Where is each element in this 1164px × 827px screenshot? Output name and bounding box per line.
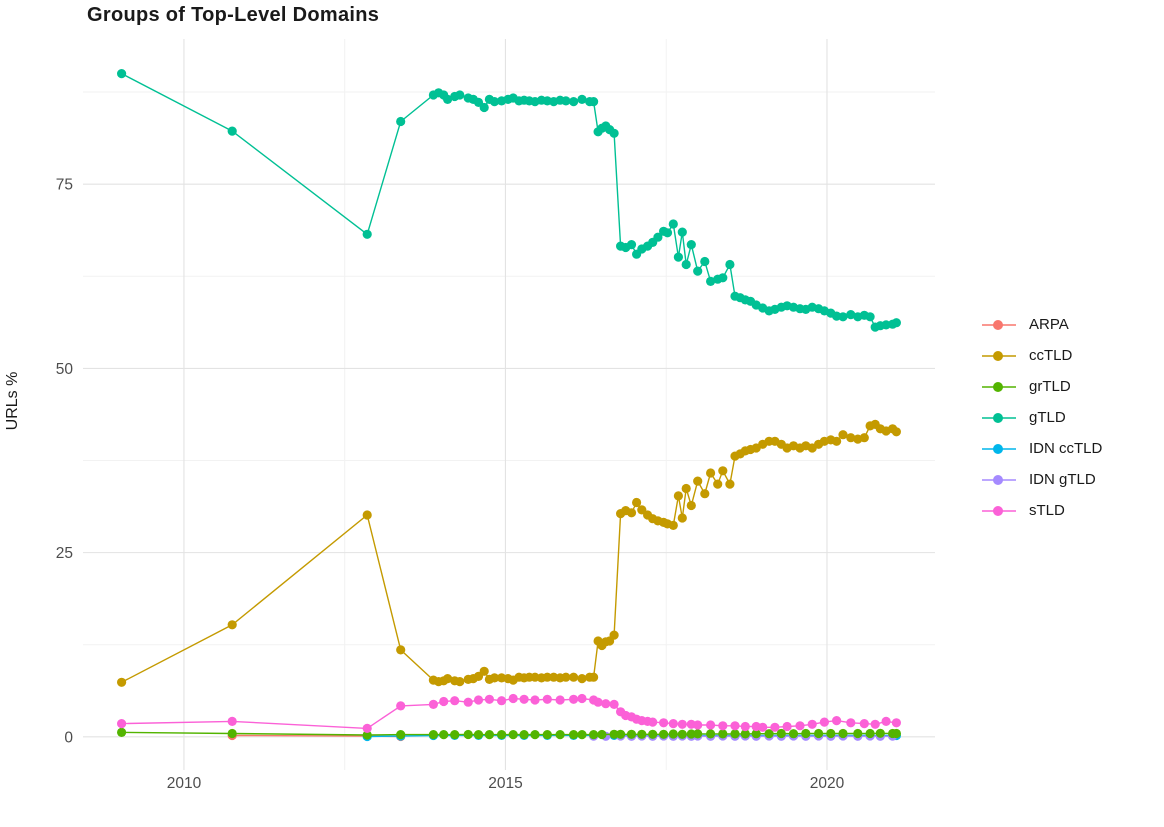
y-axis-tick-labels: 0 25 50 75 <box>56 177 74 747</box>
legend-item-idn-gtld: IDN gTLD <box>982 464 1102 495</box>
legend-key-icon <box>982 412 1016 423</box>
y-tick-label: 0 <box>64 729 73 746</box>
legend: ARPA ccTLD grTLD gTLD IDN ccTLD IDN gTLD sTLD <box>982 309 1102 526</box>
legend-label: ARPA <box>1029 316 1069 333</box>
legend-label: grTLD <box>1029 378 1071 395</box>
y-tick-label: 25 <box>56 545 73 562</box>
legend-item-cctld: ccTLD <box>982 340 1102 371</box>
legend-item-stld: sTLD <box>982 495 1102 526</box>
x-tick-label: 2020 <box>810 775 845 792</box>
y-axis-title: URLs % <box>4 371 21 431</box>
legend-label: sTLD <box>1029 502 1065 519</box>
legend-label: gTLD <box>1029 409 1066 426</box>
legend-label: ccTLD <box>1029 347 1073 364</box>
series-gtld <box>117 69 902 332</box>
x-tick-label: 2010 <box>167 775 202 792</box>
legend-item-gtld: gTLD <box>982 402 1102 433</box>
series-grtld <box>117 727 902 740</box>
legend-item-grtld: grTLD <box>982 371 1102 402</box>
x-tick-label: 2015 <box>488 775 522 792</box>
legend-key-icon <box>982 381 1016 392</box>
y-tick-label: 75 <box>56 177 73 194</box>
y-tick-label: 50 <box>56 361 74 378</box>
legend-key-icon <box>982 474 1016 485</box>
gridlines-major <box>83 39 935 770</box>
legend-item-idn-cctld: IDN ccTLD <box>982 433 1102 464</box>
legend-key-icon <box>982 443 1016 454</box>
x-axis-tick-labels: 2010 2015 2020 <box>167 775 845 792</box>
chart-title: Groups of Top-Level Domains <box>87 4 380 26</box>
legend-key-icon <box>982 350 1016 361</box>
legend-item-arpa: ARPA <box>982 309 1102 340</box>
series-cctld <box>117 419 902 687</box>
legend-key-icon <box>982 505 1016 516</box>
legend-key-icon <box>982 319 1016 330</box>
series-stld <box>117 693 902 734</box>
legend-label: IDN ccTLD <box>1029 440 1103 457</box>
legend-label: IDN gTLD <box>1029 471 1096 488</box>
gridlines-minor <box>83 39 935 770</box>
